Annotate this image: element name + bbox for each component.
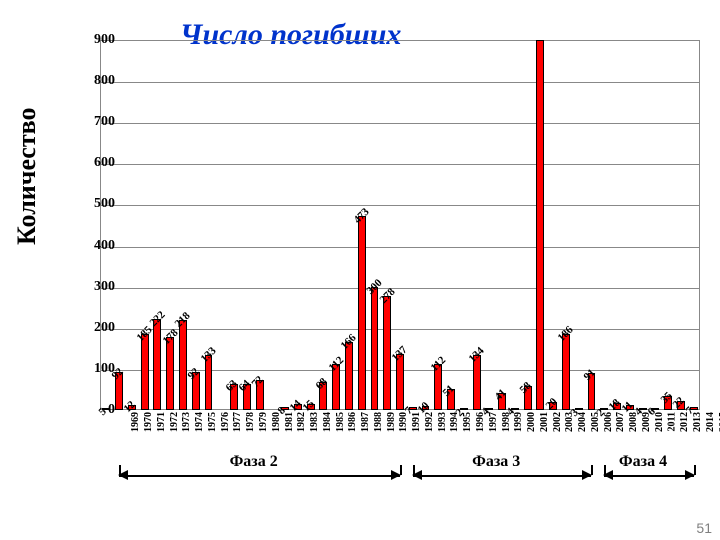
y-tick-label: 200 bbox=[94, 320, 115, 336]
x-tick-label: 1976 bbox=[220, 412, 231, 432]
phase-label: Фаза 4 bbox=[619, 453, 667, 471]
phase-label: Фаза 2 bbox=[230, 453, 278, 471]
x-tick-label: 2000 bbox=[526, 412, 537, 432]
phase-bracket bbox=[604, 475, 693, 477]
y-tick-label: 800 bbox=[94, 73, 115, 89]
y-axis-label: Количество bbox=[12, 108, 42, 245]
bar bbox=[153, 319, 161, 410]
y-tick-label: 700 bbox=[94, 114, 115, 130]
phase-tick bbox=[119, 465, 121, 475]
y-tick-label: 0 bbox=[108, 402, 115, 418]
y-tick-label: 500 bbox=[94, 196, 115, 212]
x-tick-label: 1970 bbox=[143, 412, 154, 432]
bar bbox=[371, 287, 379, 410]
x-tick-label: 2001 bbox=[539, 412, 550, 432]
x-tick-label: 1979 bbox=[258, 412, 269, 432]
x-tick-label: 1992 bbox=[424, 412, 435, 432]
bar bbox=[383, 296, 391, 410]
x-tick-label: 1977 bbox=[232, 412, 243, 432]
bar bbox=[562, 334, 570, 410]
x-tick-label: 2011 bbox=[666, 412, 677, 431]
x-tick-label: 1973 bbox=[181, 412, 192, 432]
x-tick-label: 2014 bbox=[705, 412, 716, 432]
phase-bracket bbox=[119, 475, 400, 477]
phase-tick bbox=[604, 465, 606, 475]
x-tick-label: 1993 bbox=[437, 412, 448, 432]
x-tick-label: 1974 bbox=[194, 412, 205, 432]
y-tick-label: 900 bbox=[94, 32, 115, 48]
phase-tick bbox=[413, 465, 415, 475]
x-tick-label: 2007 bbox=[615, 412, 626, 432]
x-tick-label: 1971 bbox=[156, 412, 167, 432]
x-tick-label: 1990 bbox=[398, 412, 409, 432]
x-tick-label: 1972 bbox=[169, 412, 180, 432]
x-tick-label: 1986 bbox=[347, 412, 358, 432]
x-tick-label: 1982 bbox=[296, 412, 307, 432]
bar bbox=[358, 216, 366, 410]
phase-tick bbox=[694, 465, 696, 475]
y-tick-label: 300 bbox=[94, 279, 115, 295]
x-tick-label: 1987 bbox=[360, 412, 371, 432]
y-tick-label: 400 bbox=[94, 238, 115, 254]
x-tick-label: 1988 bbox=[373, 412, 384, 432]
x-tick-label: 1980 bbox=[271, 412, 282, 432]
slide-number: 51 bbox=[696, 520, 712, 536]
y-tick-label: 600 bbox=[94, 155, 115, 171]
x-tick-label: 1969 bbox=[130, 412, 141, 432]
x-tick-label: 1985 bbox=[335, 412, 346, 432]
bar bbox=[141, 334, 149, 410]
x-tick-label: 2002 bbox=[552, 412, 563, 432]
x-tick-label: 1983 bbox=[309, 412, 320, 432]
phase-bracket bbox=[413, 475, 592, 477]
phase-tick bbox=[591, 465, 593, 475]
x-tick-label: 1989 bbox=[386, 412, 397, 432]
x-tick-label: 1978 bbox=[245, 412, 256, 432]
x-tick-label: 1975 bbox=[207, 412, 218, 432]
bar bbox=[166, 337, 174, 410]
phase-label: Фаза 3 bbox=[472, 453, 520, 471]
phase-tick bbox=[400, 465, 402, 475]
bar bbox=[536, 40, 544, 410]
chart-container: Число погибших Количество 01002003004005… bbox=[0, 0, 720, 540]
x-tick-label: 1984 bbox=[322, 412, 333, 432]
x-tick-label: 2012 bbox=[679, 412, 690, 432]
